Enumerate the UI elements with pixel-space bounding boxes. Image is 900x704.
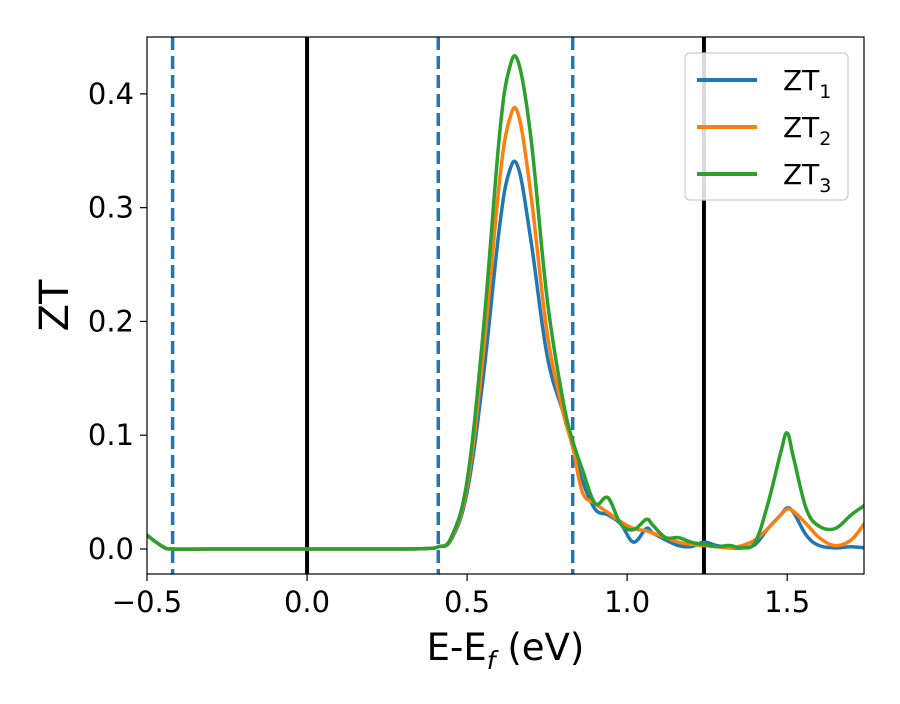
x-tick-label: −0.5 <box>112 585 182 619</box>
legend-box <box>684 52 849 201</box>
y-tick-label: 0.4 <box>88 77 134 111</box>
legend-label-zt2: ZT2 <box>783 111 831 150</box>
series-line-zt3 <box>147 54 864 551</box>
axes: −0.5 0.0 0.5 1.0 1.5 0.0 0.1 0.2 0.3 0.4 E-Ef (eV)… <box>32 36 865 675</box>
y-tick-label: 0.3 <box>88 191 134 225</box>
legend: ZT1 ZT2 ZT3 <box>684 52 849 201</box>
series-line-zt1 <box>147 159 864 551</box>
y-tick-label: 0.0 <box>88 532 134 566</box>
x-tick-label: 1.0 <box>604 585 650 619</box>
x-tick-label: 1.5 <box>764 585 810 619</box>
x-tick-label: 0.5 <box>444 585 490 619</box>
y-tick-label: 0.1 <box>88 418 134 452</box>
plot-frame <box>146 36 865 575</box>
legend-label-zt3: ZT3 <box>783 158 831 197</box>
y-tick-label: 0.2 <box>88 304 134 338</box>
x-tick-label: 0.0 <box>284 585 330 619</box>
x-axis-label: E-Ef (eV) <box>427 626 585 675</box>
legend-label-zt1: ZT1 <box>783 64 831 103</box>
plot-area <box>147 37 864 574</box>
y-axis-label: ZT <box>32 279 78 331</box>
